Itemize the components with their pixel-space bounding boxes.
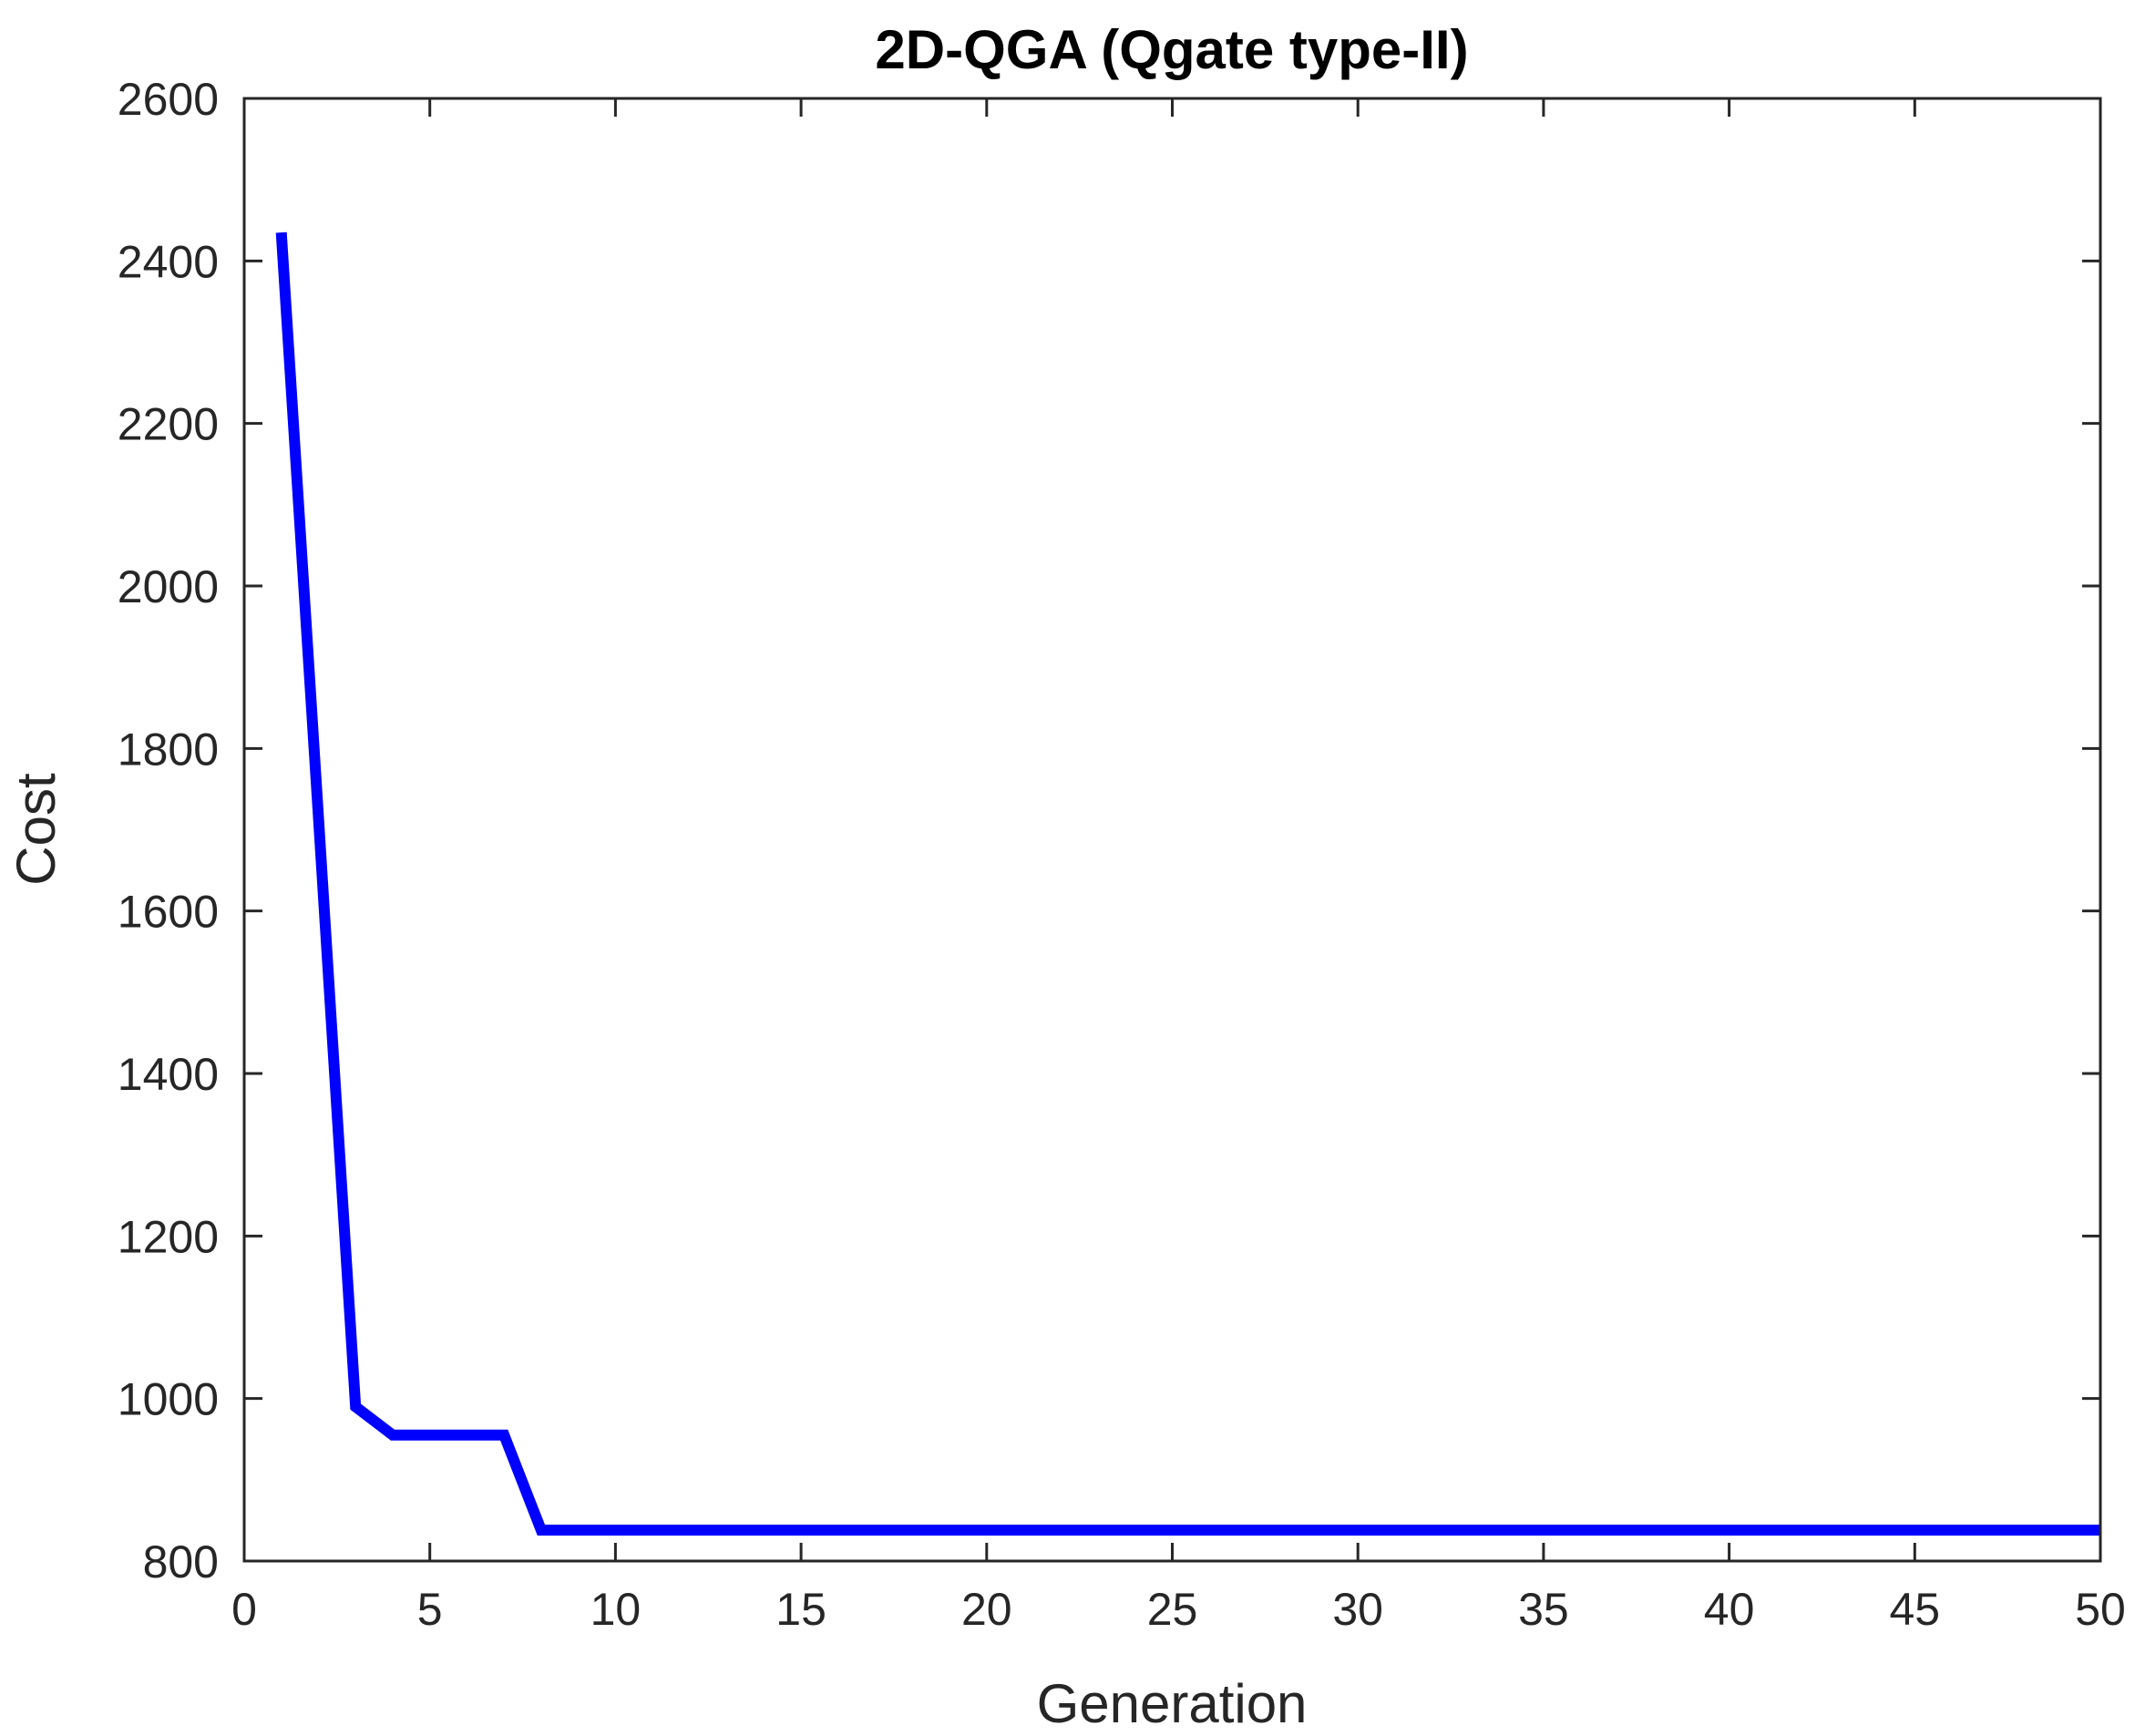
x-tick-label: 50 — [2075, 1584, 2126, 1635]
x-tick-label: 5 — [417, 1584, 443, 1635]
x-tick-label: 0 — [231, 1584, 257, 1635]
x-tick-label: 10 — [590, 1584, 642, 1635]
x-axis-title: Generation — [1037, 1673, 1308, 1734]
y-tick-label: 1000 — [118, 1374, 219, 1425]
y-tick-label: 1800 — [118, 724, 219, 775]
series-line — [275, 231, 2100, 1536]
series-group — [275, 231, 2100, 1536]
plot-frame — [242, 97, 2102, 1563]
y-tick-label: 1200 — [118, 1211, 219, 1262]
y-tick-label: 2200 — [118, 399, 219, 450]
y-tick-label: 2400 — [118, 236, 219, 287]
x-tick-label: 20 — [961, 1584, 1012, 1635]
y-tick-label: 2000 — [118, 561, 219, 612]
y-axis-title: Cost — [5, 773, 67, 886]
x-tick-label: 25 — [1147, 1584, 1198, 1635]
chart-title: 2D-QGA (Qgate type-II) — [875, 19, 1468, 80]
x-tick-label: 30 — [1332, 1584, 1383, 1635]
x-tick-label: 40 — [1704, 1584, 1755, 1635]
x-tick-label: 35 — [1518, 1584, 1569, 1635]
y-tick-label: 800 — [143, 1536, 219, 1587]
y-tick-label: 2600 — [118, 74, 219, 125]
x-tick-label: 15 — [775, 1584, 826, 1635]
y-tick-label: 1400 — [118, 1049, 219, 1100]
x-tick-label: 45 — [1889, 1584, 1940, 1635]
axis-tick-labels: 0 5 10 15 20 25 30 35 40 45 50 800 1000 1200 1400 1600 1… — [118, 74, 2126, 1635]
y-tick-label: 1600 — [118, 887, 219, 938]
